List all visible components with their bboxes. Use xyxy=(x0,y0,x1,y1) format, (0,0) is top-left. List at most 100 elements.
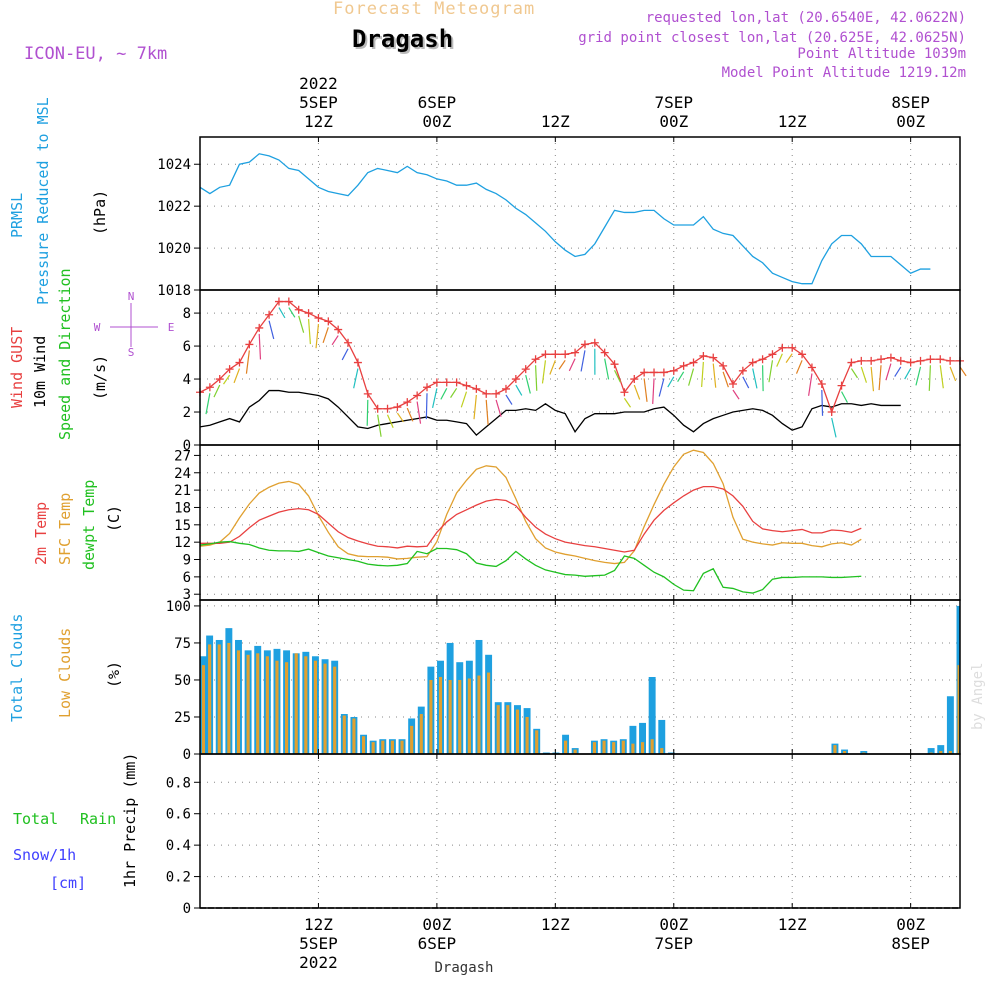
gust-point xyxy=(521,365,530,374)
wind-arrow xyxy=(549,360,556,375)
temp-2m-series xyxy=(200,485,862,553)
gust-point xyxy=(640,368,649,377)
gust-point xyxy=(857,356,866,365)
gust-point xyxy=(274,297,283,306)
wind-arrow xyxy=(677,371,685,382)
y-tick-label: 4 xyxy=(183,372,191,388)
bottom-time-label: 12Z xyxy=(778,915,807,934)
gust-point xyxy=(936,355,945,364)
low-cloud-bar xyxy=(467,678,471,754)
wind-arrow xyxy=(752,368,758,389)
gust-point xyxy=(778,343,787,352)
bottom-time-label: 7SEP xyxy=(655,934,694,953)
gust-point xyxy=(423,383,432,392)
bottom-time-label: 8SEP xyxy=(891,934,930,953)
wind-arrow xyxy=(515,384,523,396)
wind-arrow xyxy=(915,366,922,386)
wind-arrow xyxy=(431,388,438,408)
low-cloud-bar xyxy=(535,730,539,754)
y-tick-label: 0.2 xyxy=(166,870,191,886)
wind-arrow xyxy=(761,365,764,392)
wind-arrow xyxy=(268,320,275,340)
wind-arrow xyxy=(860,366,868,383)
wind-arrow xyxy=(245,350,250,374)
gust-point xyxy=(225,365,234,374)
gust-point xyxy=(235,358,244,367)
y-tick-label: 0 xyxy=(183,438,191,454)
wind-arrow xyxy=(534,365,538,391)
y-tick-label: 18 xyxy=(174,500,191,516)
gust-point xyxy=(373,404,382,413)
low-cloud-bar xyxy=(631,743,635,754)
low-cloud-bar xyxy=(208,644,212,754)
low-cloud-bar xyxy=(602,740,606,754)
wind-speed-series xyxy=(199,389,901,437)
low-cloud-bar xyxy=(201,665,206,754)
wind-arrow xyxy=(450,388,458,398)
top-time-label: 7SEP xyxy=(655,93,694,112)
total-cloud-bar xyxy=(629,725,637,754)
gust-point xyxy=(768,350,777,359)
subtitle: Forecast Meteogram xyxy=(333,0,536,19)
y-tick-label: 3 xyxy=(183,587,191,603)
wind-arrow xyxy=(525,375,531,394)
gust-point xyxy=(689,358,698,367)
low-cloud-bar xyxy=(448,679,452,754)
gust-point xyxy=(571,348,580,357)
clouds-label-a: Total Clouds xyxy=(8,614,26,722)
temp-units: (C) xyxy=(105,505,123,532)
y-tick-label: 0 xyxy=(183,747,191,763)
low-cloud-bar xyxy=(833,745,837,754)
gust-point xyxy=(245,340,254,349)
clouds-label-b: Low Clouds xyxy=(56,628,74,718)
low-cloud-bar xyxy=(323,663,327,754)
low-cloud-bar xyxy=(592,742,596,754)
y-tick-label: 24 xyxy=(174,466,191,482)
low-cloud-bar xyxy=(246,654,250,754)
gust-point xyxy=(758,355,767,364)
y-tick-label: 75 xyxy=(174,636,191,652)
y-tick-label: 6 xyxy=(183,570,191,586)
wind-arrow xyxy=(233,368,241,384)
wind-arrow xyxy=(288,307,296,318)
low-cloud-bar xyxy=(506,705,510,754)
wind-arrow xyxy=(614,369,621,383)
wind-arrow xyxy=(353,368,359,389)
gust-point xyxy=(432,378,441,387)
gust-point xyxy=(748,358,757,367)
total-cloud-bar xyxy=(927,748,935,754)
wind-label-c: Speed and Direction xyxy=(56,268,74,440)
wind-arrow xyxy=(396,412,405,423)
y-tick-label: 2 xyxy=(183,405,191,421)
gust-point xyxy=(738,366,747,375)
wind-arrow xyxy=(495,399,502,417)
y-tick-label: 0.6 xyxy=(166,807,191,823)
wind-arrow xyxy=(315,323,320,349)
gust-point xyxy=(630,375,639,384)
gust-point xyxy=(590,338,599,347)
low-cloud-bar xyxy=(313,660,318,754)
wind-arrow xyxy=(785,353,793,363)
y-tick-label: 0 xyxy=(183,901,191,917)
wind-arrow xyxy=(841,391,848,403)
gust-point xyxy=(452,378,461,387)
wind-arrow xyxy=(460,391,468,408)
wind-gust-series xyxy=(199,300,960,414)
precip-label-b: Rain xyxy=(80,810,116,828)
wind-arrow xyxy=(307,319,311,345)
gust-point xyxy=(294,305,303,314)
gust-point xyxy=(363,389,372,398)
wind-arrow xyxy=(885,363,892,381)
gust-point xyxy=(827,408,836,417)
low-cloud-bar xyxy=(371,742,375,754)
temp-label-b: SFC Temp xyxy=(56,493,74,565)
wind-arrow xyxy=(623,397,632,408)
location-title: Dragash xyxy=(352,25,454,53)
wind-arrow xyxy=(821,389,824,416)
wind-arrow xyxy=(959,366,967,377)
gust-point xyxy=(807,363,816,372)
precip-label-a: Total xyxy=(13,810,58,828)
low-cloud-bar xyxy=(564,740,568,754)
top-time-label: 5SEP xyxy=(299,93,338,112)
panel-frame-precip xyxy=(199,753,961,909)
